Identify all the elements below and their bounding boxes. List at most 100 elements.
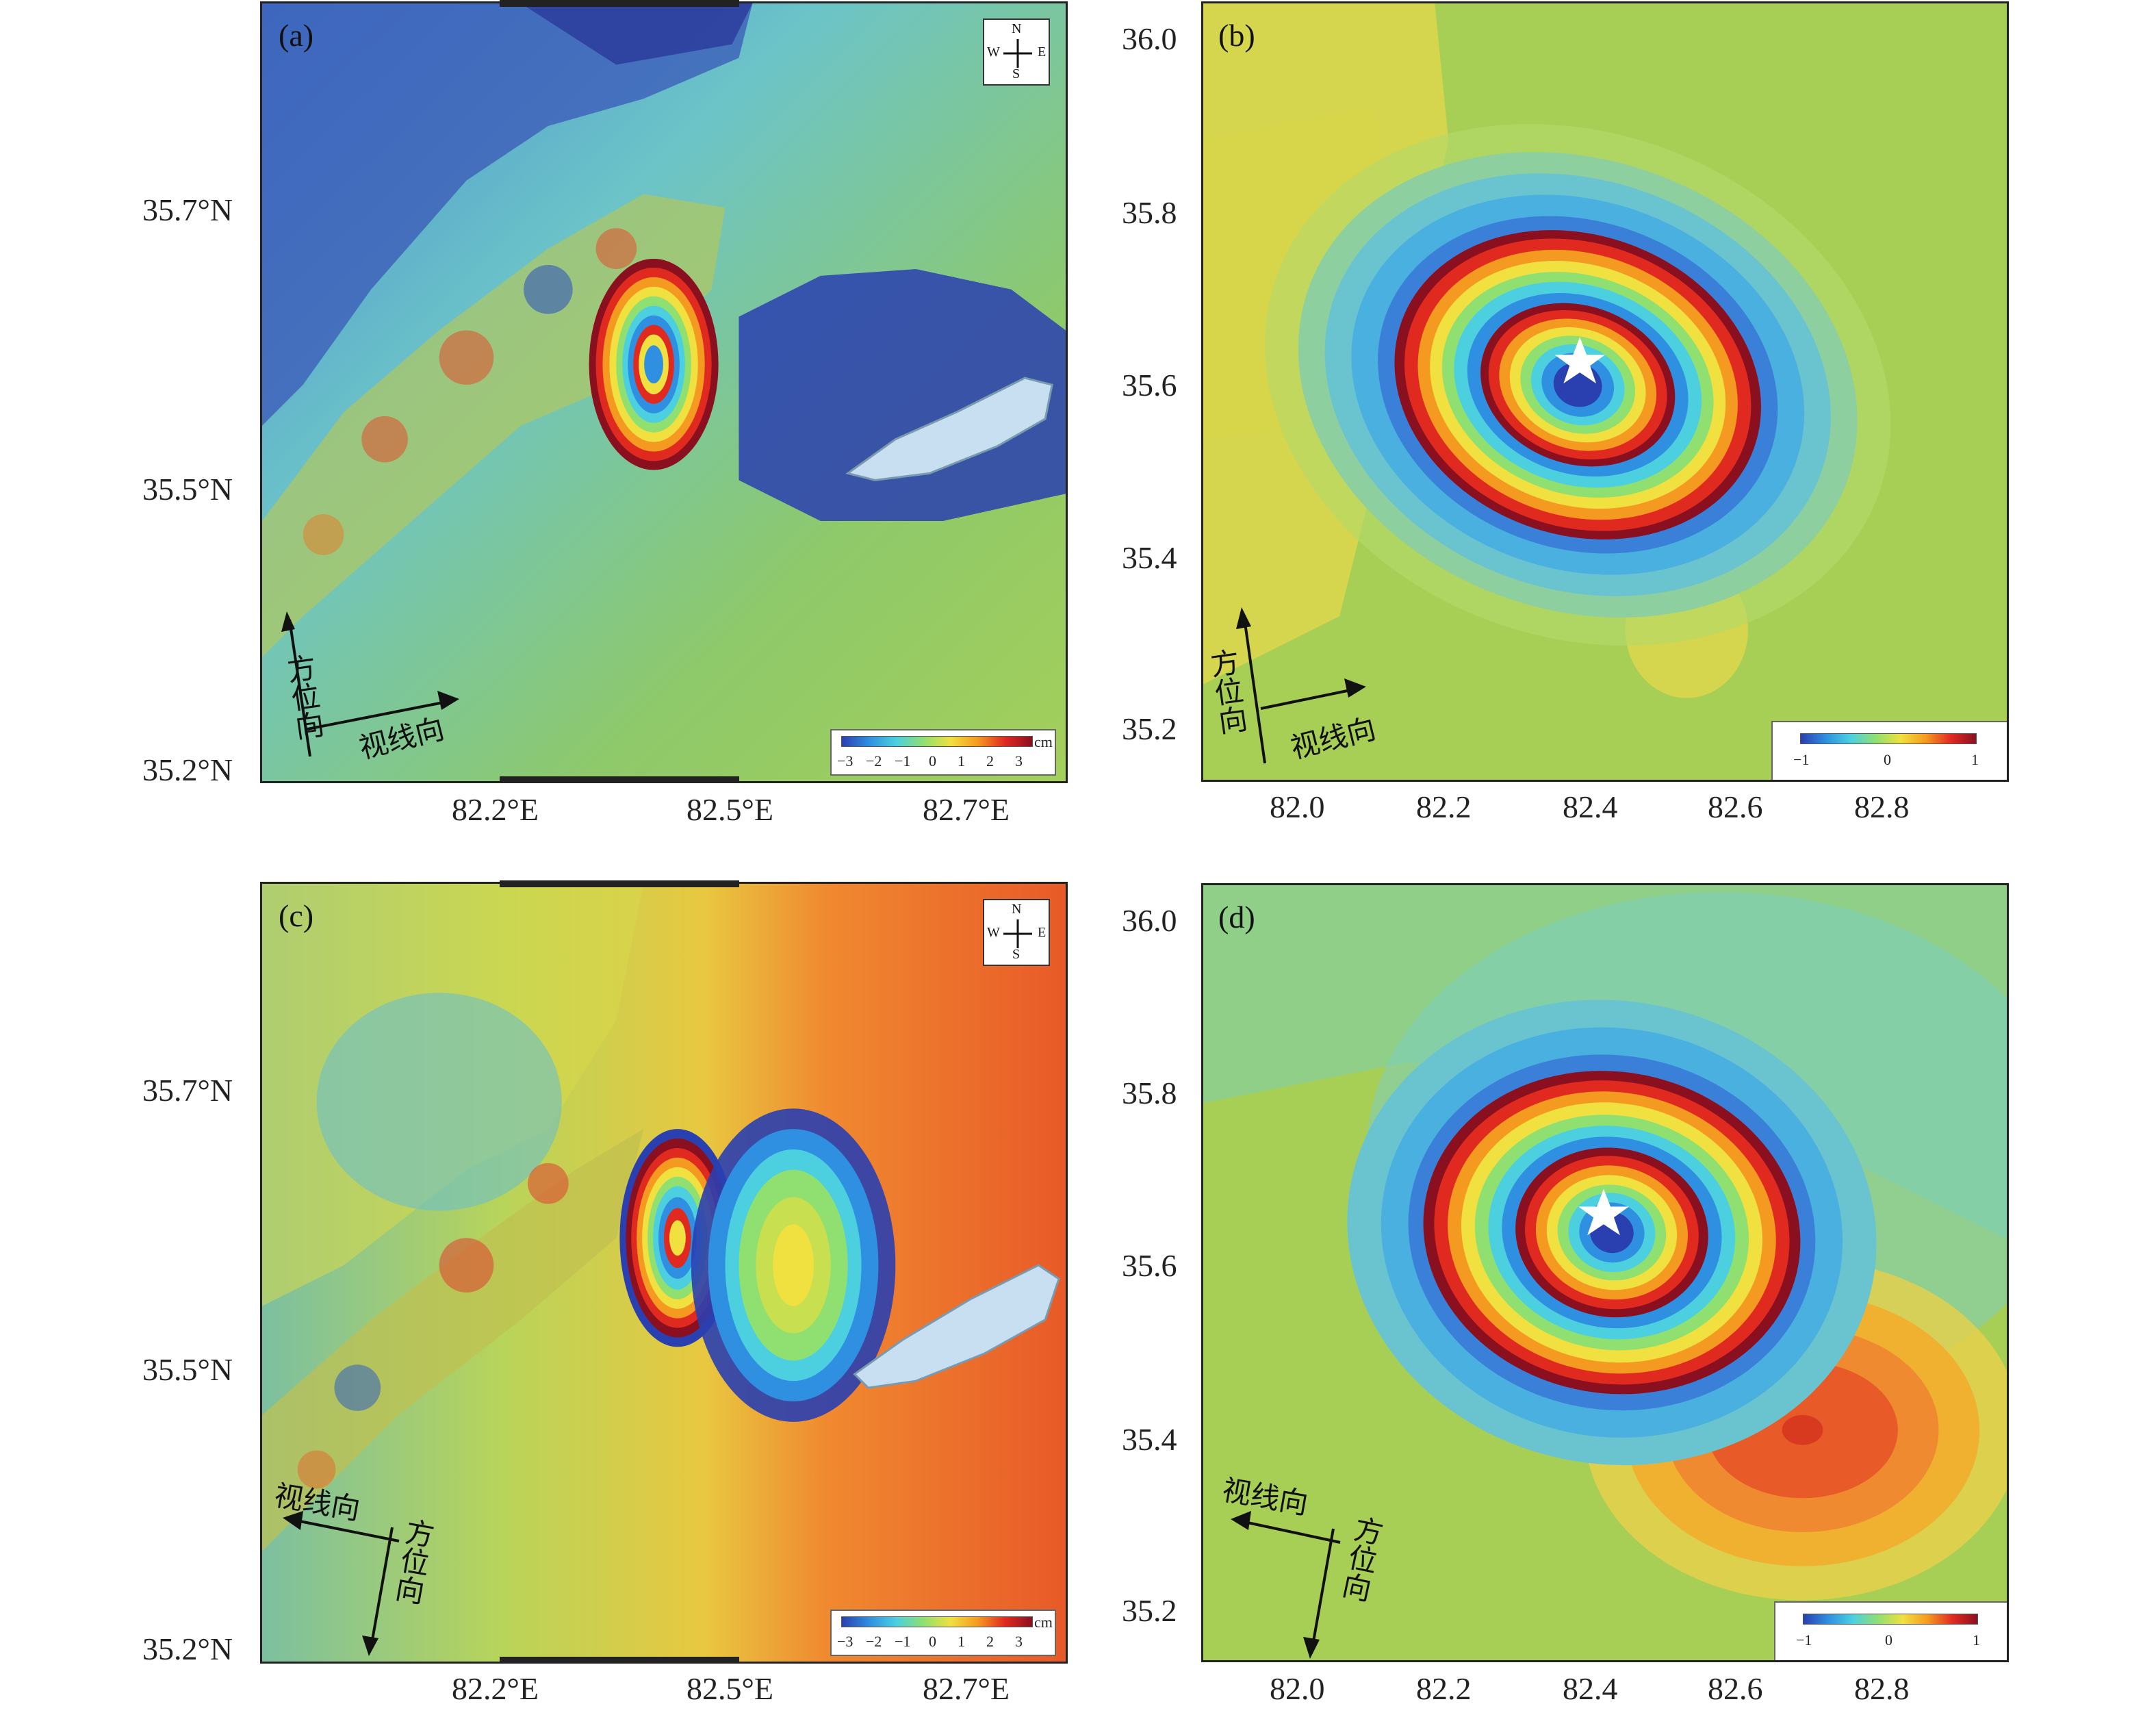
- colorbar-gradient: [1800, 733, 1977, 744]
- compass-east: E: [1038, 925, 1047, 940]
- panel-c-ylabel: 35.5°N: [142, 1352, 233, 1387]
- colorbar-gradient: [841, 1616, 1033, 1627]
- frame-bar: [500, 880, 739, 887]
- panel-a-compass: N S W E: [983, 18, 1050, 86]
- colorbar-tick: −1: [1793, 751, 1810, 768]
- panel-b-xlabel: 82.6: [1708, 789, 1763, 824]
- colorbar-tick: −1: [895, 1633, 911, 1650]
- colorbar-unit: cm: [1034, 1614, 1053, 1631]
- compass-south: S: [1012, 947, 1021, 962]
- panel-a-interferogram: [262, 3, 1066, 781]
- colorbar-tick: −1: [895, 752, 911, 770]
- colorbar-tick: 0: [929, 752, 936, 770]
- panel-d-xlabel: 82.2: [1416, 1671, 1472, 1706]
- panel-b-model: [1203, 3, 2007, 780]
- compass-west: W: [987, 44, 1000, 60]
- colorbar-tick: 1: [958, 752, 965, 770]
- colorbar-gradient: [841, 736, 1033, 747]
- panel-b-map: (b) −1 0 1 方位向 视线向: [1201, 1, 2009, 782]
- panel-c-interferogram: [262, 884, 1066, 1662]
- panel-c-direction-arrows: [283, 1511, 400, 1656]
- panel-d-ylabel: 35.6: [1122, 1248, 1177, 1283]
- colorbar-tick: 0: [1885, 1631, 1892, 1649]
- frame-bar: [500, 776, 739, 783]
- panel-d-ylabel: 35.2: [1122, 1593, 1177, 1628]
- panel-b-ylabel: 35.4: [1122, 540, 1177, 575]
- panel-d-map: (d) −1 0 1 视线向 方位向: [1201, 883, 2009, 1662]
- panel-b-epicenter-star-icon: [1554, 337, 1605, 384]
- panel-c-ylabel: 35.2°N: [142, 1631, 233, 1666]
- panel-d-xlabel: 82.4: [1563, 1671, 1618, 1706]
- compass-north: N: [1012, 21, 1022, 36]
- colorbar-tick: −3: [837, 752, 854, 770]
- panel-d-xlabel: 82.6: [1708, 1671, 1763, 1706]
- panel-b: (b) −1 0 1 方位向 视线向 36.0 35.8 35.6 35.4 3…: [1078, 0, 2156, 858]
- colorbar-tick: 0: [1884, 751, 1891, 768]
- panel-b-ylabel: 35.2: [1122, 711, 1177, 746]
- colorbar-unit: cm: [1034, 733, 1053, 750]
- compass-west: W: [987, 925, 1000, 940]
- panel-b-xlabel: 82.2: [1416, 789, 1472, 824]
- panel-d-letter: (d): [1218, 900, 1255, 934]
- panel-b-colorbar: −1 0 1: [1771, 721, 2007, 780]
- colorbar-tick: 3: [1015, 752, 1023, 770]
- panel-d-ylabel: 35.8: [1122, 1076, 1177, 1110]
- colorbar-tick: −1: [1796, 1631, 1812, 1649]
- panel-a-xlabel: 82.5°E: [686, 792, 773, 827]
- compass-east: E: [1038, 44, 1047, 60]
- panel-d-xlabel: 82.0: [1270, 1671, 1325, 1706]
- panel-d-ylabel: 36.0: [1122, 903, 1177, 938]
- panel-c-colorbar: cm −3 −2 −1 0 1 2 3: [830, 1610, 1056, 1656]
- panel-c-fringes-east: [691, 1108, 896, 1422]
- colorbar-tick: −2: [866, 752, 882, 770]
- panel-a: (a) N S W E cm −3 −2 −1 0 1 2 3: [0, 0, 1078, 858]
- colorbar-tick: 1: [1973, 1631, 1980, 1649]
- frame-bar: [500, 1657, 739, 1664]
- panel-a-map: (a) N S W E cm −3 −2 −1 0 1 2 3: [260, 1, 1068, 783]
- panel-a-ylabel: 35.7°N: [142, 192, 233, 227]
- colorbar-tick: −2: [866, 1633, 882, 1650]
- panel-c-letter: (c): [279, 898, 314, 933]
- colorbar-tick: 1: [958, 1633, 965, 1650]
- panel-c-map: (c) N S W E cm −3 −2 −1 0 1 2 3: [260, 882, 1068, 1664]
- panel-a-colorbar: cm −3 −2 −1 0 1 2 3: [830, 729, 1056, 776]
- panel-d-model: [1203, 885, 2007, 1660]
- colorbar-tick: 0: [929, 1633, 936, 1650]
- colorbar-tick: 2: [986, 1633, 994, 1650]
- panel-c: (c) N S W E cm −3 −2 −1 0 1 2 3: [0, 858, 1078, 1717]
- panel-d-epicenter-star-icon: [1578, 1188, 1629, 1236]
- colorbar-tick: 2: [986, 752, 994, 770]
- panel-b-letter: (b): [1218, 18, 1255, 53]
- colorbar-tick: 1: [1971, 751, 1979, 768]
- panel-b-xlabel: 82.0: [1270, 789, 1325, 824]
- panel-d-colorbar: −1 0 1: [1774, 1601, 2007, 1660]
- panel-c-compass: N S W E: [983, 899, 1050, 966]
- compass-cross-icon: [1003, 39, 1032, 68]
- panel-b-xlabel: 82.4: [1563, 789, 1618, 824]
- panel-a-direction-arrows: [281, 611, 459, 757]
- colorbar-tick: 3: [1015, 1633, 1023, 1650]
- colorbar-tick: −3: [837, 1633, 854, 1650]
- panel-d-fringes: [1347, 1000, 1877, 1466]
- panel-b-ylabel: 35.8: [1122, 195, 1177, 230]
- panel-a-xlabel: 82.7°E: [923, 792, 1010, 827]
- panel-c-xlabel: 82.5°E: [686, 1671, 773, 1706]
- panel-a-letter: (a): [279, 18, 314, 53]
- panel-c-xlabel: 82.7°E: [923, 1671, 1010, 1706]
- frame-bar: [500, 0, 739, 7]
- panel-a-ylabel: 35.2°N: [142, 752, 233, 787]
- colorbar-gradient: [1803, 1614, 1978, 1625]
- panel-b-ylabel: 36.0: [1122, 21, 1177, 56]
- compass-cross-icon: [1003, 919, 1032, 948]
- compass-north: N: [1012, 902, 1022, 917]
- panel-a-ylabel: 35.5°N: [142, 472, 233, 507]
- panel-c-xlabel: 82.2°E: [452, 1671, 539, 1706]
- panel-b-fringes: [1265, 124, 1891, 646]
- panel-c-ylabel: 35.7°N: [142, 1073, 233, 1108]
- compass-south: S: [1012, 66, 1021, 81]
- panel-d: (d) −1 0 1 视线向 方位向 36.0 35.8 35.6 35.4 3…: [1078, 858, 2156, 1717]
- panel-b-xlabel: 82.8: [1854, 789, 1910, 824]
- panel-a-fringes: [589, 259, 719, 470]
- panel-a-xlabel: 82.2°E: [452, 792, 539, 827]
- panel-d-direction-arrows: [1231, 1511, 1341, 1659]
